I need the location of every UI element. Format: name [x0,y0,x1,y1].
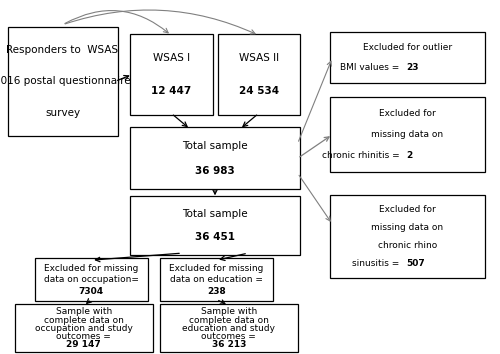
FancyBboxPatch shape [330,195,485,278]
FancyBboxPatch shape [15,304,152,352]
Text: Excluded for: Excluded for [379,205,436,214]
FancyBboxPatch shape [160,304,298,352]
Text: Excluded for outlier: Excluded for outlier [363,43,452,52]
Text: chronic rhino: chronic rhino [378,241,437,250]
Text: Excluded for: Excluded for [379,109,436,118]
Text: survey: survey [45,108,80,118]
Text: 23: 23 [406,63,418,72]
Text: education and study: education and study [182,324,275,333]
Text: chronic rhinitis =: chronic rhinitis = [322,151,405,160]
Text: 36 983: 36 983 [195,166,235,176]
Text: outcomes =: outcomes = [202,332,256,341]
FancyBboxPatch shape [130,127,300,189]
Text: Total sample: Total sample [182,209,248,219]
Text: WSAS II: WSAS II [238,53,279,63]
Text: 507: 507 [406,259,425,268]
FancyBboxPatch shape [8,27,117,136]
Text: Total sample: Total sample [182,141,248,151]
Text: missing data on: missing data on [372,223,444,232]
Text: 29 147: 29 147 [66,340,101,349]
Text: 36 451: 36 451 [195,232,235,242]
Text: 2: 2 [406,151,412,160]
Text: Sample with: Sample with [56,307,112,316]
Text: complete data on: complete data on [189,316,268,325]
Text: BMI values =: BMI values = [340,63,405,72]
Text: Excluded for missing: Excluded for missing [169,264,264,273]
Text: data on education =: data on education = [170,275,262,284]
Text: 36 213: 36 213 [212,340,246,349]
Text: missing data on: missing data on [372,130,444,139]
Text: sinusitis =: sinusitis = [352,259,405,268]
Text: complete data on: complete data on [44,316,124,325]
FancyBboxPatch shape [218,34,300,115]
FancyBboxPatch shape [160,258,272,301]
Text: 7304: 7304 [78,287,104,296]
FancyBboxPatch shape [35,258,148,301]
Text: 12 447: 12 447 [151,86,192,96]
FancyBboxPatch shape [130,34,212,115]
Text: Excluded for missing: Excluded for missing [44,264,138,273]
Text: outcomes =: outcomes = [56,332,111,341]
FancyBboxPatch shape [330,97,485,172]
Text: Responders to  WSAS: Responders to WSAS [6,45,118,55]
FancyBboxPatch shape [130,196,300,255]
Text: Sample with: Sample with [200,307,257,316]
FancyBboxPatch shape [330,32,485,83]
Text: 24 534: 24 534 [238,86,279,96]
Text: 2016 postal questionnaire: 2016 postal questionnaire [0,76,131,86]
Text: WSAS I: WSAS I [152,53,190,63]
Text: occupation and study: occupation and study [35,324,132,333]
Text: 238: 238 [207,287,226,296]
Text: data on occupation=: data on occupation= [44,275,138,284]
